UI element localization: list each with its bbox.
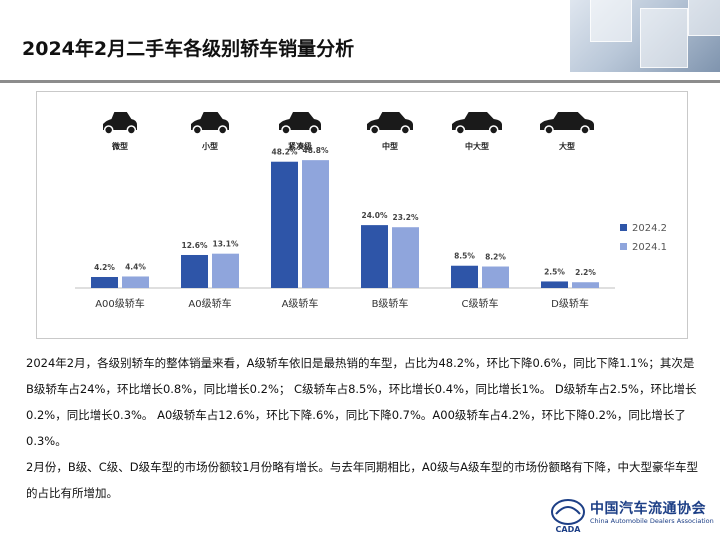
category-label: A0级轿车: [188, 297, 231, 310]
car-body-icon: [452, 112, 502, 130]
car-type-label: 小型: [201, 141, 218, 151]
car-body-icon: [103, 112, 137, 130]
data-label: 13.1%: [212, 240, 239, 249]
bar-2024.1: [122, 276, 149, 288]
car-wheel-icon: [192, 125, 203, 135]
car-type-label: 中型: [382, 141, 398, 151]
car-body-icon: [191, 112, 229, 130]
analysis-paragraph-2: 2月份，B级、C级、D级车型的市场份额较1月份略有增长。与去年同期相比，A0级与…: [26, 460, 698, 500]
title-divider: [0, 80, 720, 83]
data-label: 24.0%: [361, 211, 388, 220]
header-decoration: [570, 0, 720, 72]
data-label: 8.2%: [485, 253, 506, 262]
car-wheel-icon: [126, 125, 137, 135]
data-label: 2.2%: [575, 268, 596, 277]
logo-english-name: China Automobile Dealers Association: [590, 517, 714, 525]
legend-label: 2024.2: [632, 223, 667, 234]
car-silhouette-icon: [191, 112, 229, 135]
car-wheel-icon: [309, 125, 319, 135]
car-silhouette-icon: [540, 112, 594, 135]
car-type-label: 中大型: [465, 141, 489, 151]
bar-2024.1: [302, 160, 329, 288]
data-label: 4.2%: [94, 263, 115, 272]
bar-2024.1: [572, 282, 599, 288]
category-label: B级轿车: [372, 297, 409, 310]
data-label: 48.8%: [302, 146, 329, 155]
car-type-label: 大型: [559, 141, 575, 151]
logo-mark-icon: CADA: [551, 499, 585, 534]
car-wheel-icon: [544, 125, 554, 135]
data-label: 2.5%: [544, 267, 565, 276]
car-wheel-icon: [281, 125, 291, 135]
car-wheel-icon: [217, 125, 228, 135]
car-silhouette-icon: [452, 112, 502, 135]
bar-2024.2: [451, 265, 478, 288]
legend-label: 2024.1: [632, 242, 667, 253]
legend-swatch: [620, 224, 627, 231]
data-label: 12.6%: [181, 241, 208, 250]
car-type-label: 紧凑级: [288, 141, 313, 151]
car-silhouette-icon: [279, 112, 321, 135]
logo-mark-text: CADA: [556, 525, 582, 534]
bar-2024.2: [181, 254, 208, 288]
data-label: 8.5%: [454, 252, 475, 261]
bar-2024.2: [91, 276, 118, 288]
category-label: A级轿车: [282, 297, 319, 310]
legend-swatch: [620, 243, 627, 250]
bar-2024.1: [392, 227, 419, 288]
chart-frame: 微型 小型 紧凑级 中型 中大型 大型 4.2% 4.4% A00级轿车 12.6% 13.1% A0…: [36, 91, 688, 339]
data-label: 48.2%: [271, 148, 298, 157]
analysis-text: 2024年2月，各级别轿车的整体销量来看，A级轿车依旧是最热销的车型，占比为48…: [26, 350, 698, 506]
car-body-icon: [540, 112, 594, 130]
car-wheel-icon: [103, 125, 114, 135]
data-label: 4.4%: [125, 262, 146, 271]
bar-2024.2: [361, 225, 388, 288]
car-type-label: 微型: [111, 141, 128, 151]
bar-2024.1: [482, 266, 509, 288]
car-silhouette-icon: [103, 112, 137, 135]
association-logo: CADA 中国汽车流通协会 China Automobile Dealers A…: [548, 496, 720, 536]
data-label: 23.2%: [392, 213, 419, 222]
car-silhouette-icon: [367, 112, 413, 135]
category-label: A00级轿车: [95, 297, 145, 310]
car-wheel-icon: [580, 125, 590, 135]
bar-2024.2: [271, 161, 298, 288]
category-label: D级轿车: [551, 297, 589, 310]
bar-chart: 微型 小型 紧凑级 中型 中大型 大型 4.2% 4.4% A00级轿车 12.6% 13.1% A0…: [75, 112, 667, 310]
car-body-icon: [367, 112, 413, 130]
analysis-paragraph-1: 2024年2月，各级别轿车的整体销量来看，A级轿车依旧是最热销的车型，占比为48…: [26, 356, 697, 448]
car-body-icon: [279, 112, 321, 130]
category-label: C级轿车: [462, 297, 499, 310]
car-wheel-icon: [455, 125, 466, 135]
car-wheel-icon: [488, 125, 499, 135]
car-wheel-icon: [369, 125, 380, 135]
bar-2024.2: [541, 281, 568, 288]
bar-2024.1: [212, 253, 239, 288]
logo-name: 中国汽车流通协会: [590, 501, 706, 517]
page-title: 2024年2月二手车各级别轿车销量分析: [22, 38, 355, 60]
car-wheel-icon: [400, 125, 411, 135]
